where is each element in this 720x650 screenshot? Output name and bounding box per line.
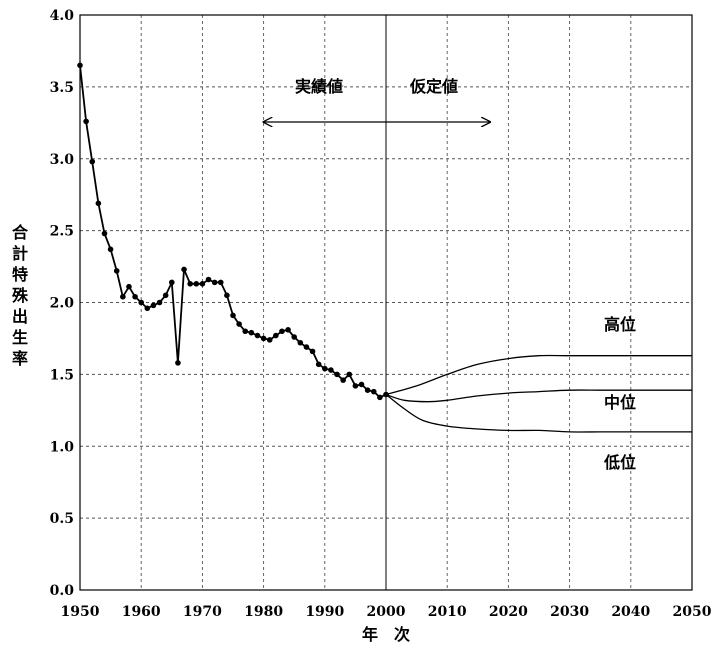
- data-point: [132, 293, 138, 300]
- x-tick-label: 1950: [61, 604, 100, 620]
- x-tick-label: 2030: [550, 604, 589, 620]
- data-point: [285, 327, 291, 333]
- series-label: 中位: [604, 393, 636, 412]
- series-label: 高位: [604, 315, 636, 334]
- data-point: [156, 299, 163, 306]
- data-point: [328, 367, 334, 373]
- data-point: [358, 381, 365, 388]
- data-point: [175, 360, 181, 366]
- data-point: [315, 361, 322, 368]
- data-point: [266, 337, 273, 343]
- data-point: [230, 312, 236, 319]
- series-line-3: [385, 393, 692, 433]
- data-point: [254, 332, 261, 339]
- data-point: [193, 281, 200, 287]
- data-point: [242, 328, 249, 335]
- data-point: [273, 332, 279, 339]
- series-label: 低位: [603, 453, 636, 472]
- data-point: [77, 62, 83, 69]
- y-tick-label: 0.0: [50, 583, 75, 599]
- data-point: [205, 276, 212, 283]
- data-point: [309, 348, 316, 355]
- data-point: [322, 365, 328, 372]
- series: [77, 62, 692, 433]
- data-point: [279, 328, 285, 335]
- data-point: [126, 283, 132, 290]
- data-point: [297, 339, 304, 346]
- data-point: [303, 344, 310, 350]
- data-point: [187, 281, 193, 287]
- y-tick-label: 2.0: [50, 296, 75, 312]
- data-point: [138, 299, 144, 306]
- y-tick-label: 3.5: [50, 80, 74, 96]
- data-point: [346, 371, 353, 378]
- data-point: [120, 293, 126, 300]
- plot-frame: [79, 14, 693, 591]
- y-tick-label: 1.5: [50, 367, 74, 383]
- x-tick-label: 1990: [305, 604, 344, 620]
- data-point: [89, 158, 96, 165]
- data-point: [340, 377, 346, 383]
- series-line-0: [79, 65, 387, 399]
- labels: 1950 1960 1970 1980 1990 2000 2010 2020 2030 2040…: [12, 8, 712, 644]
- data-point: [352, 383, 359, 389]
- x-tick-label: 2000: [367, 604, 406, 620]
- assumed-values-label: 仮定値: [409, 77, 458, 96]
- data-point: [113, 268, 120, 274]
- data-point: [364, 387, 371, 393]
- data-point: [334, 371, 340, 378]
- data-point: [248, 329, 255, 336]
- data-point: [107, 246, 114, 253]
- data-point: [224, 292, 230, 299]
- data-point: [260, 335, 267, 342]
- data-point: [83, 118, 89, 125]
- data-point: [377, 394, 383, 401]
- data-point: [291, 334, 298, 340]
- series-line-2: [385, 389, 692, 403]
- x-tick-label: 2010: [428, 604, 467, 620]
- data-point: [95, 200, 102, 207]
- y-tick-label: 4.0: [50, 8, 75, 24]
- data-point: [181, 266, 187, 273]
- data-point: [101, 230, 108, 237]
- data-point: [236, 321, 242, 327]
- data-point: [144, 305, 151, 312]
- axes: [79, 14, 693, 591]
- x-tick-label: 2050: [673, 604, 712, 620]
- data-point: [162, 292, 169, 299]
- data-point: [217, 279, 224, 286]
- data-point: [169, 279, 175, 286]
- x-tick-label: 1960: [122, 604, 161, 620]
- x-tick-label: 2020: [489, 604, 528, 620]
- y-tick-label: 0.5: [50, 511, 74, 527]
- y-tick-label: 1.0: [50, 439, 75, 455]
- series-line-1: [385, 354, 692, 396]
- data-point: [370, 388, 377, 395]
- x-tick-label: 1970: [183, 604, 222, 620]
- y-tick-label: 3.0: [50, 152, 75, 168]
- x-axis-label: 年 次: [362, 625, 410, 644]
- data-point: [150, 302, 157, 309]
- data-point: [211, 279, 218, 286]
- x-tick-label: 2040: [611, 604, 650, 620]
- x-tick-label: 1980: [244, 604, 283, 620]
- y-axis-label: 合計特殊出生率: [12, 223, 29, 368]
- data-point: [199, 281, 206, 287]
- y-tick-label: 2.5: [50, 224, 74, 240]
